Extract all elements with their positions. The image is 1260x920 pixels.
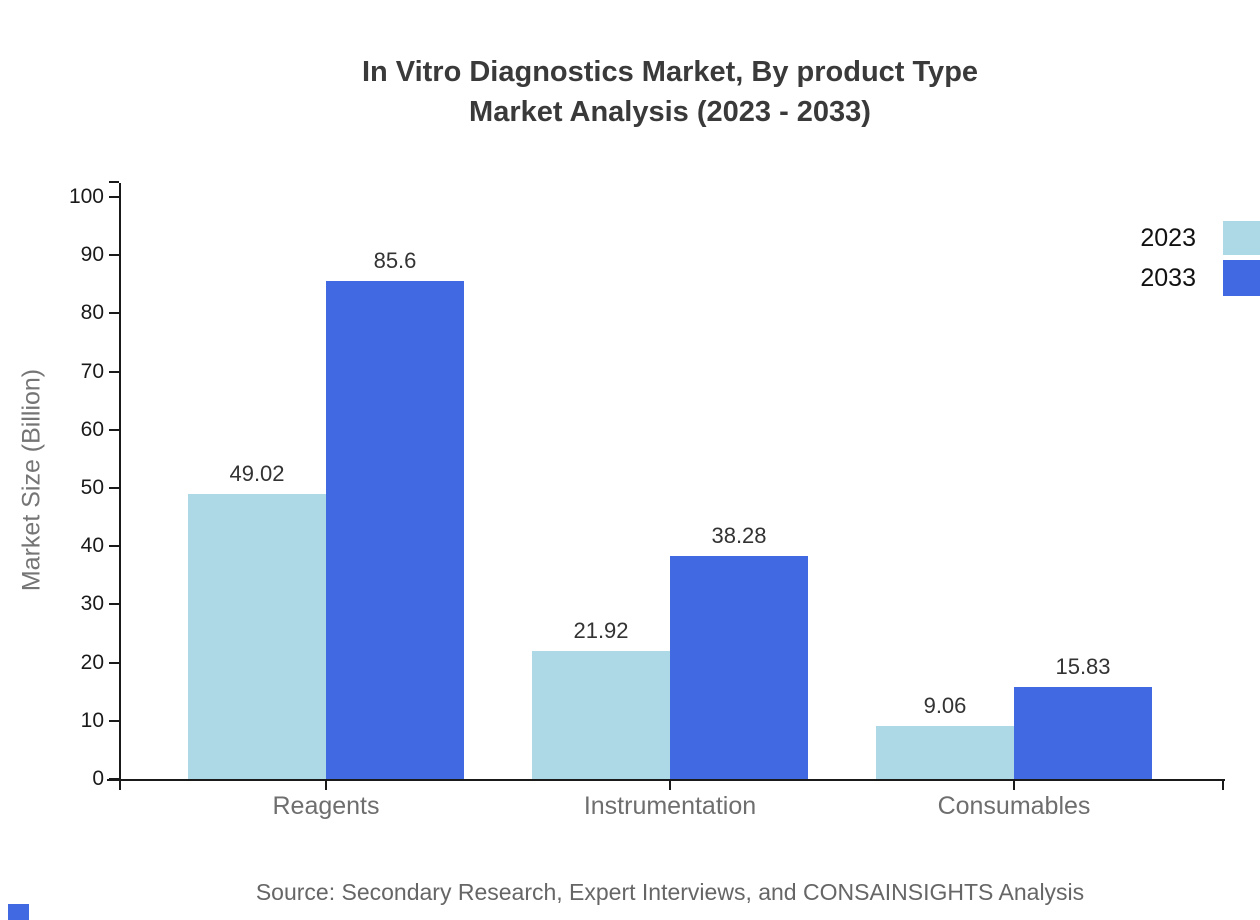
y-tick-label-100: 100 xyxy=(68,185,104,208)
legend-swatch-2023 xyxy=(1223,221,1260,255)
y-tick-0 xyxy=(109,778,119,780)
bar-2033-reagents xyxy=(326,281,464,779)
y-tick-label-70: 70 xyxy=(80,359,104,383)
y-tick-label-80: 80 xyxy=(80,301,104,325)
chart-title: In Vitro Diagnostics Market, By product … xyxy=(0,52,1260,132)
bar-2023-reagents xyxy=(188,494,326,779)
x-tick-reagents xyxy=(325,781,327,790)
y-tick-label-30: 30 xyxy=(80,592,104,616)
y-tick-80 xyxy=(109,312,119,315)
bar-2033-instrumentation xyxy=(670,556,808,779)
legend-label-2023: 2023 xyxy=(1140,224,1196,252)
y-tick-40 xyxy=(109,545,119,548)
x-tick-consumables xyxy=(1013,781,1015,790)
category-label-instrumentation: Instrumentation xyxy=(583,792,757,820)
y-tick-label-20: 20 xyxy=(80,650,104,674)
y-axis-spine xyxy=(119,183,121,790)
category-label-consumables: Consumables xyxy=(937,792,1091,820)
source-note: Source: Secondary Research, Expert Inter… xyxy=(255,879,1085,905)
value-label-2033-instrumentation: 38.28 xyxy=(711,523,767,548)
y-tick-label-40: 40 xyxy=(80,534,104,558)
bar-2023-instrumentation xyxy=(532,651,670,779)
value-label-2023-consumables: 9.06 xyxy=(923,693,967,718)
y-tick-label-90: 90 xyxy=(80,243,104,267)
y-tick-20 xyxy=(109,661,119,664)
x-tick-instrumentation xyxy=(669,781,671,790)
y-tick-label-0: 0 xyxy=(92,767,104,790)
y-tick-60 xyxy=(109,428,119,431)
value-label-2023-reagents: 49.02 xyxy=(229,461,285,486)
y-tick-30 xyxy=(109,603,119,606)
legend-label-2033: 2033 xyxy=(1140,264,1196,292)
y-tick-90 xyxy=(109,254,119,257)
value-label-2033-consumables: 15.83 xyxy=(1055,654,1111,679)
bar-2023-consumables xyxy=(876,726,1014,779)
value-label-2023-instrumentation: 21.92 xyxy=(573,618,629,643)
corner-accent-square xyxy=(8,904,29,920)
x-axis-spine xyxy=(107,779,1225,781)
chart-title-line2: Market Analysis (2023 - 2033) xyxy=(469,96,871,128)
bar-2033-consumables xyxy=(1014,687,1152,779)
chart-title-line1: In Vitro Diagnostics Market, By product … xyxy=(361,56,979,88)
x-axis-right-cap-tick xyxy=(1222,781,1224,790)
y-tick-100 xyxy=(109,196,119,198)
category-label-reagents: Reagents xyxy=(272,792,380,820)
legend-swatch-2033 xyxy=(1223,260,1260,296)
y-tick-label-10: 10 xyxy=(80,708,104,732)
y-tick-70 xyxy=(109,370,119,373)
y-tick-10 xyxy=(109,719,119,722)
value-label-2033-reagents: 85.6 xyxy=(373,248,417,273)
y-tick-label-60: 60 xyxy=(80,417,104,441)
y-tick-label-50: 50 xyxy=(80,476,104,499)
y-tick-50 xyxy=(109,487,119,489)
y-axis-top-cap-tick xyxy=(109,181,119,183)
